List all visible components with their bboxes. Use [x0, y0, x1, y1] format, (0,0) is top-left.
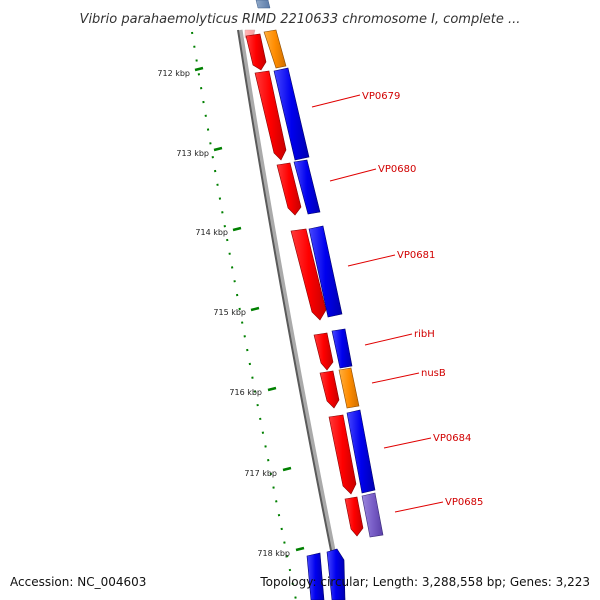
- gene-label[interactable]: ribH: [414, 329, 435, 340]
- scale-tick: [194, 66, 204, 72]
- gene-label-leader: [364, 333, 413, 346]
- gene-arrow-reverse[interactable]: [331, 328, 353, 369]
- gene-label-leader: [347, 254, 396, 267]
- gene-arrow-reverse[interactable]: [346, 409, 376, 494]
- gene-label-leader: [383, 437, 432, 449]
- gene-arrow-forward[interactable]: [319, 370, 340, 409]
- gene-label[interactable]: VP0679: [362, 91, 400, 102]
- genome-backbone-edge: [237, 29, 342, 600]
- scale-tick-label: 717 kbp: [244, 469, 277, 478]
- gene-arrow-reverse[interactable]: [263, 29, 287, 69]
- scale-tick: [250, 306, 260, 312]
- gene-arrow-reverse[interactable]: [306, 552, 325, 600]
- scale-tick-label: 718 kbp: [257, 549, 290, 558]
- scale-dots: [191, 31, 297, 600]
- feature-arrow[interactable]: [255, 0, 271, 9]
- scale-tick-label: 713 kbp: [176, 149, 209, 158]
- gene-arrow-reverse[interactable]: [273, 67, 310, 161]
- scale-tick: [295, 546, 305, 552]
- gene-label[interactable]: VP0680: [378, 164, 416, 175]
- accession-text: Accession: NC_004603: [10, 575, 147, 589]
- gene-arrow-forward[interactable]: [290, 228, 327, 321]
- scale-tick-label: 716 kbp: [229, 388, 262, 397]
- gene-label-leader: [394, 501, 444, 513]
- gene-arrow-reverse[interactable]: [338, 367, 360, 409]
- genome-backbone: [237, 29, 346, 600]
- gene-label[interactable]: VP0685: [445, 497, 483, 508]
- gene-arrow-forward[interactable]: [245, 33, 267, 71]
- gene-label[interactable]: VP0684: [433, 433, 471, 444]
- gene-arrow-reverse[interactable]: [361, 492, 384, 538]
- gene-arrow-reverse[interactable]: [326, 548, 346, 600]
- scale-tick-label: 714 kbp: [195, 228, 228, 237]
- scale-tick: [267, 386, 277, 392]
- scale-tick: [213, 146, 223, 152]
- gene-arrow-reverse[interactable]: [308, 225, 343, 318]
- gene-arrow-reverse[interactable]: [293, 159, 321, 215]
- gene-arrow-forward[interactable]: [254, 70, 287, 161]
- scale-tick-label: 712 kbp: [157, 69, 190, 78]
- scale-tick: [232, 226, 242, 232]
- gene-arrow-forward[interactable]: [313, 332, 334, 371]
- genome-summary-text: Topology: circular; Length: 3,288,558 bp…: [260, 575, 590, 589]
- gene-label[interactable]: VP0681: [397, 250, 435, 261]
- map-title: Vibrio parahaemolyticus RIMD 2210633 chr…: [80, 12, 521, 27]
- gene-label-leader: [311, 94, 361, 108]
- gene-arrow-forward[interactable]: [276, 162, 302, 216]
- gene-label[interactable]: nusB: [421, 368, 446, 379]
- gene-arrow-forward[interactable]: [328, 414, 357, 495]
- gene-arrow-forward[interactable]: [344, 496, 364, 537]
- gene-label-leader: [371, 372, 420, 384]
- gene-label-leader: [329, 168, 377, 182]
- scale-tick: [282, 466, 292, 472]
- scale-tick-label: 715 kbp: [213, 308, 246, 317]
